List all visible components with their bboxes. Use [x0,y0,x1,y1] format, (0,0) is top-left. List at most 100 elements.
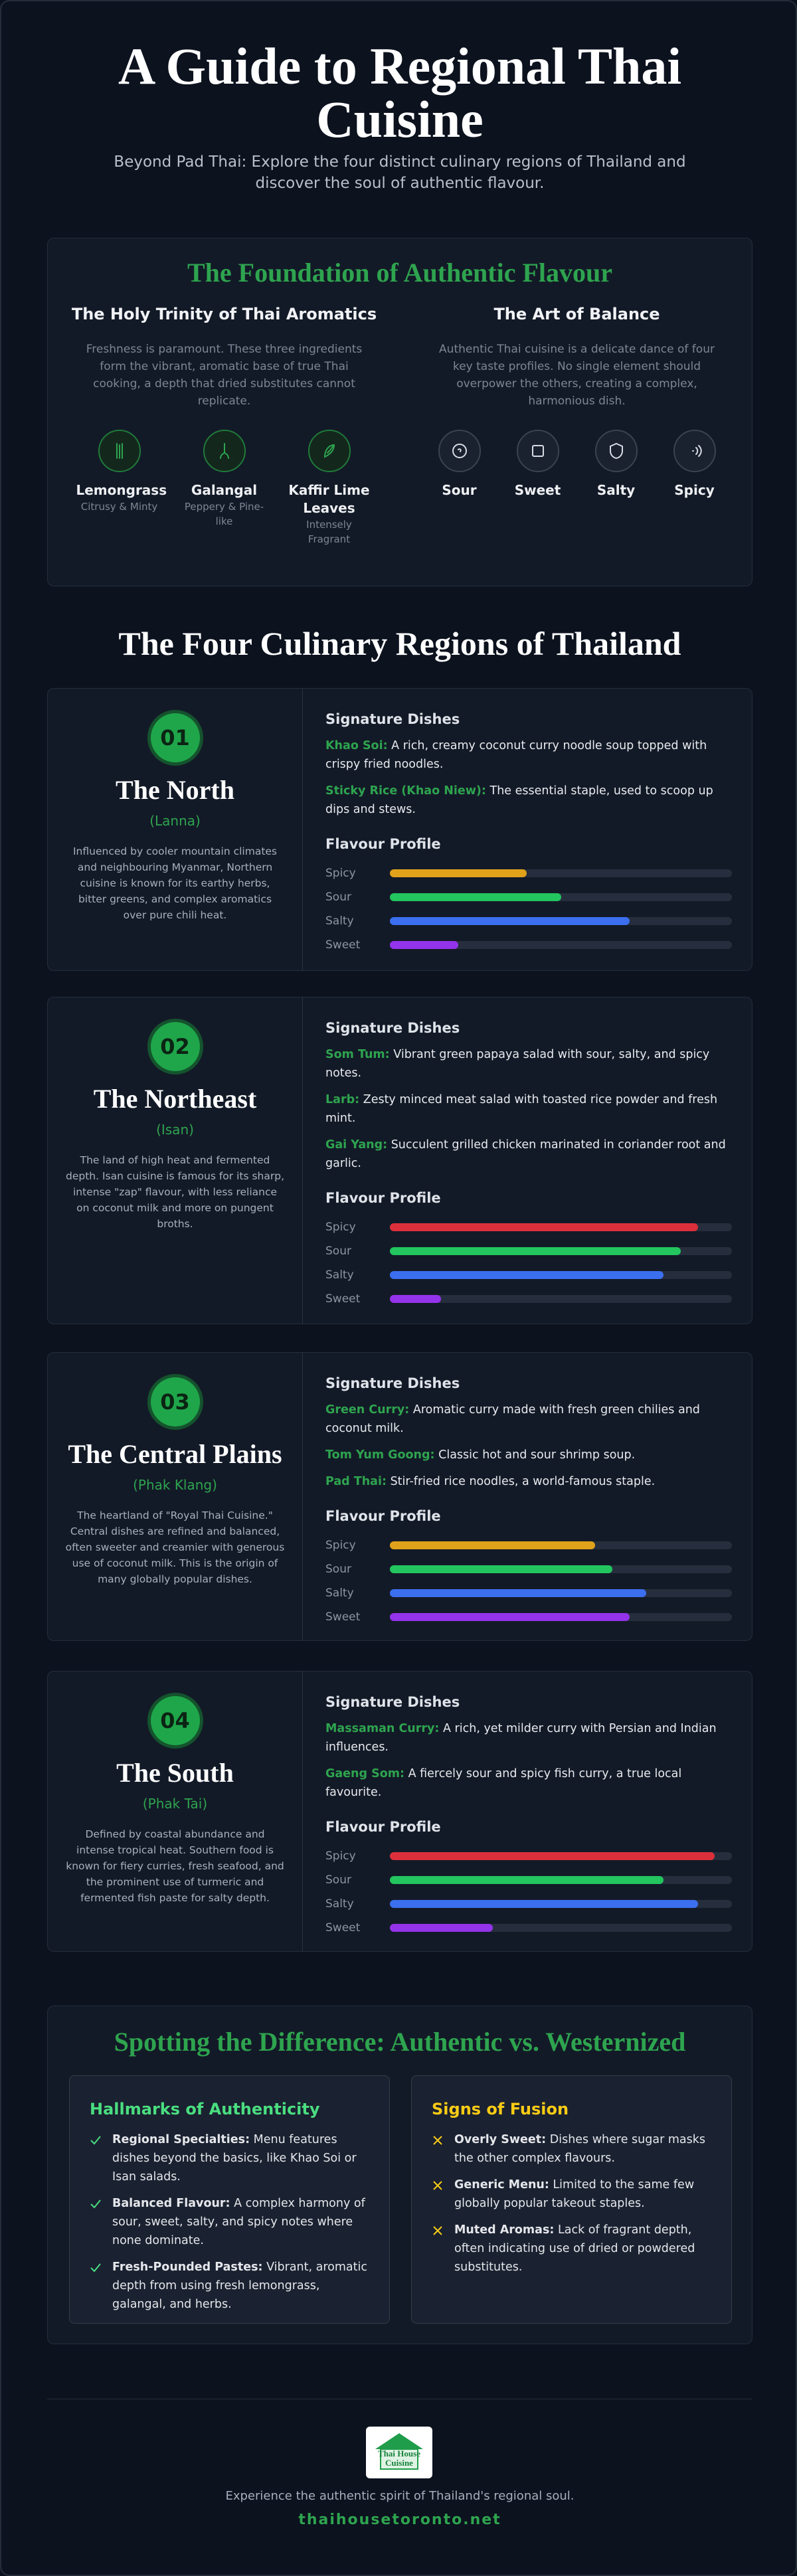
subheading: Signature Dishes [325,1694,460,1710]
site-link[interactable]: thaihousetoronto.net [298,2512,501,2528]
foundation-card: The Foundation of Authentic Flavour The … [47,238,753,586]
flavour-row: Sour [325,885,732,909]
flavour-track [390,1271,732,1279]
item-label: Muted Aromas: [454,2223,555,2237]
flavour-label: Sweet [325,1610,361,1624]
comparison-item: Regional Specialties: Menu features dish… [90,2130,369,2186]
flavour-track [390,941,732,949]
flavour-bar [390,1565,612,1573]
region-details: Signature Dishes Khao Soi: A rich, creamy… [325,711,732,957]
region-local-name: (Isan) [156,1122,194,1138]
flavour-bar [390,941,458,949]
taste: Spicy [656,430,734,499]
item-label: Overly Sweet: [454,2133,547,2146]
flavour-track [390,1565,732,1573]
comparison-item: Generic Menu: Limited to the same few gl… [432,2176,711,2213]
dish-text: Classic hot and sour shrimp soup. [438,1448,636,1462]
taste: Sweet [499,430,577,499]
flavour-bar [390,1247,681,1255]
flavour-label: Sweet [325,1921,361,1934]
flavour-bar [390,1852,715,1860]
item-desc: Lack of fragrant depth, often indicating… [454,2223,695,2274]
flavour-track [390,1541,732,1549]
subheading: Flavour Profile [325,1819,441,1835]
flavour-bar [390,917,630,925]
dish-text: A rich, yet milder curry with Persian an… [325,1722,717,1754]
flavour-row: Sweet [325,1605,732,1629]
item-label: Regional Specialties: [112,2133,250,2146]
dish-text: The essential staple, used to scoop up d… [325,784,713,816]
page-title: A Guide to Regional Thai Cuisine [118,37,682,148]
item-desc: Dishes where sugar masks the other compl… [454,2133,705,2165]
flavour-label: Salty [325,1268,354,1282]
region-card: 01 The North (Lanna) Influenced by cooler m… [47,688,753,971]
taste-name: Spicy [674,482,715,498]
flavour-bar [390,1613,630,1621]
region-name: The North [116,775,234,805]
region-card: 03 The Central Plains (Phak Klang) The hear… [47,1352,753,1641]
flavour-label: Sour [325,1563,351,1576]
flavour-bar [390,1924,493,1932]
dish-text: Aromatic curry made with fresh green chi… [325,1403,700,1435]
column-text: Authentic Thai cuisine is a delicate dan… [439,343,715,408]
flavour-bar [390,1271,664,1279]
region-name: The Central Plains [68,1439,282,1469]
region-local-name: (Phak Klang) [133,1477,217,1493]
dish: Sticky Rice (Khao Niew): The essential s… [325,782,732,819]
ingredient: Kaffir Lime Leaves Intensely Fragrant [277,430,382,547]
cross-icon [433,2226,442,2235]
dish-name: Khao Soi: [325,739,388,752]
dish-name: Sticky Rice (Khao Niew): [325,784,486,798]
region-name: The South [116,1758,234,1788]
flavour-row: Salty [325,909,732,933]
item-label: Fresh-Pounded Pastes: [112,2261,263,2274]
region-local-name: (Phak Tai) [142,1796,208,1812]
ingredient-name: Galangal [191,482,258,498]
comparison-item: Fresh-Pounded Pastes: Vibrant, aromatic … [90,2258,369,2314]
flavour-track [390,1924,732,1932]
dish-name: Green Curry: [325,1403,410,1417]
flavour-row: Sour [325,1557,732,1581]
dish: Tom Yum Goong: Classic hot and sour shri… [325,1446,732,1464]
flavour-track [390,1852,732,1860]
flavour-bar [390,1541,595,1549]
ingredient-note: Citrusy & Minty [80,501,158,513]
subtitle: Beyond Pad Thai: Explore the four distin… [114,153,686,192]
flavour-track [390,1876,732,1884]
section-title: The Four Culinary Regions of Thailand [118,625,681,662]
flavour-bar [390,869,527,877]
logo-line: Thai House [378,2448,420,2458]
tagline: Experience the authentic spirit of Thail… [225,2489,575,2503]
icon-row: Sour Sweet Salty Spicy [400,430,753,499]
flavour-row: Spicy [325,1533,732,1557]
ingredient: Lemongrass Citrusy & Minty [67,430,172,547]
cross-icon [433,2181,442,2190]
roof [375,2433,423,2449]
flavour-label: Salty [325,914,354,928]
ingredient-note: Peppery & Pine-like [184,501,264,527]
flavour-row: Salty [325,1263,732,1287]
ingredient-note: Intensely Fragrant [306,519,352,545]
dish-text: A rich, creamy coconut curry noodle soup… [325,739,707,771]
fusion-box: Signs of Fusion Overly Sweet: Dishes whe… [411,2075,732,2324]
icon [323,444,335,458]
flavour-label: Sour [325,891,351,904]
dish-text: A fiercely sour and spicy fish curry, a … [325,1767,682,1799]
dish: Gaeng Som: A fiercely sour and spicy fis… [325,1764,732,1802]
box-title: Hallmarks of Authenticity [90,2100,320,2118]
region-details: Signature Dishes Green Curry: Aromatic cu… [325,1375,732,1629]
region-number: 01 [150,713,200,762]
logo[interactable]: Thai House Cuisine [366,2427,432,2478]
region-details: Signature Dishes Som Tum: Vibrant green p… [325,1020,732,1311]
region-card: 04 The South (Phak Tai) Defined by coastal … [47,1671,753,1952]
taste: Sour [420,430,499,499]
region-details: Signature Dishes Massaman Curry: A rich, … [325,1694,732,1940]
dish: Khao Soi: A rich, creamy coconut curry n… [325,736,732,774]
region-number: 04 [150,1696,200,1745]
flavour-row: Sour [325,1239,732,1263]
cross-icon [433,2136,442,2145]
dish: Massaman Curry: A rich, yet milder curry… [325,1719,732,1757]
flavour-bar [390,1876,664,1884]
item-text: Muted Aromas: Lack of fragrant depth, of… [454,2221,711,2276]
